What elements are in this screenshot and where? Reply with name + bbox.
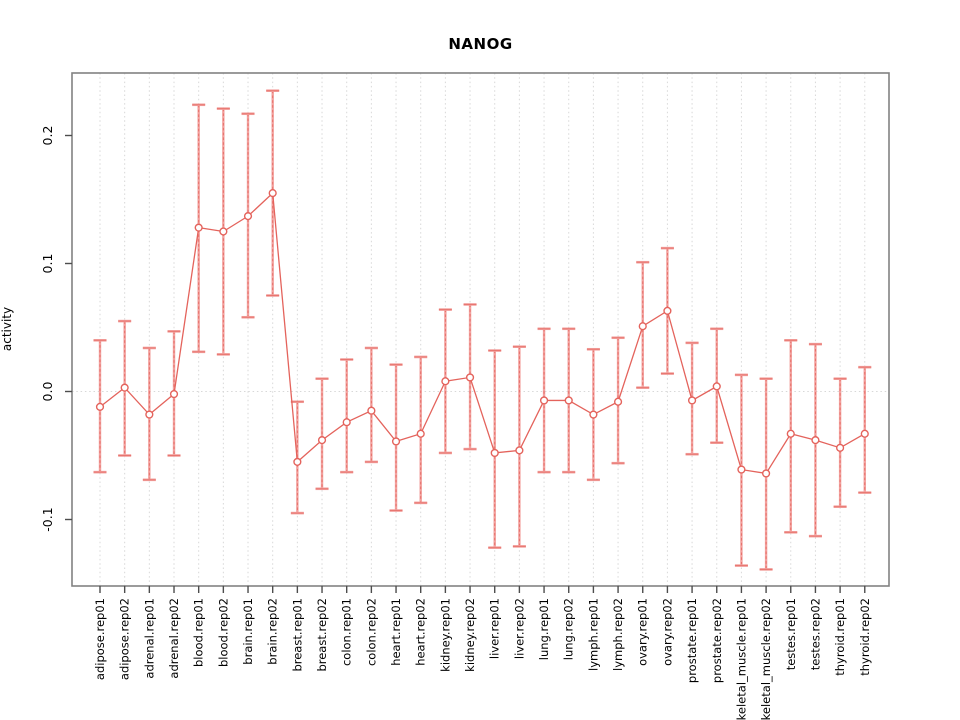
x-tick-label: testes.rep01 — [784, 598, 798, 670]
data-point — [342, 418, 351, 427]
x-tick-label: ovary.rep01 — [636, 598, 650, 666]
data-point — [515, 446, 524, 455]
x-tick-label: thyroid.rep02 — [858, 598, 872, 676]
data-point — [194, 223, 203, 232]
data-point — [712, 382, 721, 391]
data-point — [145, 410, 154, 419]
y-tick-label: 0.2 — [40, 126, 55, 146]
x-tick-label: breast.rep02 — [315, 598, 329, 672]
data-point — [416, 429, 425, 438]
x-tick-label: kidney.rep02 — [463, 598, 477, 672]
data-point — [219, 227, 228, 236]
data-point — [811, 436, 820, 445]
x-tick-label: prostate.rep02 — [710, 598, 724, 683]
data-point — [860, 429, 869, 438]
data-point — [120, 383, 129, 392]
data-point — [613, 397, 623, 406]
data-point — [169, 389, 179, 399]
x-tick-label: lymph.rep01 — [586, 598, 600, 671]
x-tick-label: blood.rep01 — [192, 598, 206, 667]
data-point — [391, 437, 401, 446]
x-tick-label: adipose.rep01 — [93, 598, 107, 680]
data-point — [268, 189, 277, 198]
x-tick-label: heart.rep02 — [414, 598, 428, 666]
data-point — [367, 406, 376, 415]
data-point — [835, 443, 845, 452]
data-point — [293, 457, 302, 467]
x-tick-label: blood.rep02 — [216, 598, 230, 667]
chart-title: NANOG — [448, 35, 513, 53]
x-tick-label: liver.rep01 — [488, 598, 502, 659]
x-tick-label: adipose.rep02 — [118, 598, 132, 680]
x-tick-label: brain.rep01 — [241, 598, 255, 665]
x-tick-label: lung.rep01 — [537, 598, 551, 660]
x-tick-label: lung.rep02 — [562, 598, 576, 660]
x-tick-label: adrenal.rep02 — [167, 598, 181, 679]
x-tick-label: brain.rep02 — [266, 598, 280, 665]
data-point — [589, 410, 598, 419]
x-tick-label: thyroid.rep01 — [833, 598, 847, 676]
data-point — [737, 465, 746, 474]
data-point — [317, 436, 327, 445]
y-tick-label: 0.1 — [40, 254, 55, 274]
data-point — [687, 396, 697, 405]
y-tick-label: 0.0 — [40, 382, 55, 402]
x-tick-label: heart.rep01 — [389, 598, 403, 666]
x-tick-label: testes.rep02 — [808, 598, 822, 670]
series-line — [99, 191, 866, 475]
data-point — [465, 373, 475, 382]
x-tick-label: colon.rep01 — [340, 598, 354, 666]
x-tick-label: liver.rep02 — [512, 598, 526, 659]
x-tick-label: skeletal_muscle.rep02 — [759, 598, 773, 720]
data-point — [564, 396, 573, 405]
x-tick-label: ovary.rep02 — [660, 598, 674, 666]
x-tick-label: prostate.rep01 — [685, 598, 699, 683]
y-tick-label: -0.1 — [40, 507, 55, 531]
data-point — [95, 402, 105, 411]
x-tick-label: colon.rep02 — [364, 598, 378, 666]
plot-frame — [71, 72, 890, 587]
data-point — [243, 212, 253, 221]
data-point — [490, 448, 499, 458]
x-tick-label: lymph.rep02 — [611, 598, 625, 671]
data-point — [663, 306, 672, 315]
data-point — [638, 322, 647, 331]
x-tick-label: adrenal.rep01 — [142, 598, 156, 679]
x-tick-label: skeletal_muscle.rep01 — [734, 598, 748, 720]
data-point — [786, 429, 795, 438]
data-point — [539, 396, 549, 405]
x-tick-label: breast.rep01 — [290, 598, 304, 672]
data-point — [761, 469, 771, 478]
data-point — [441, 377, 450, 386]
x-tick-label: kidney.rep01 — [438, 598, 452, 672]
